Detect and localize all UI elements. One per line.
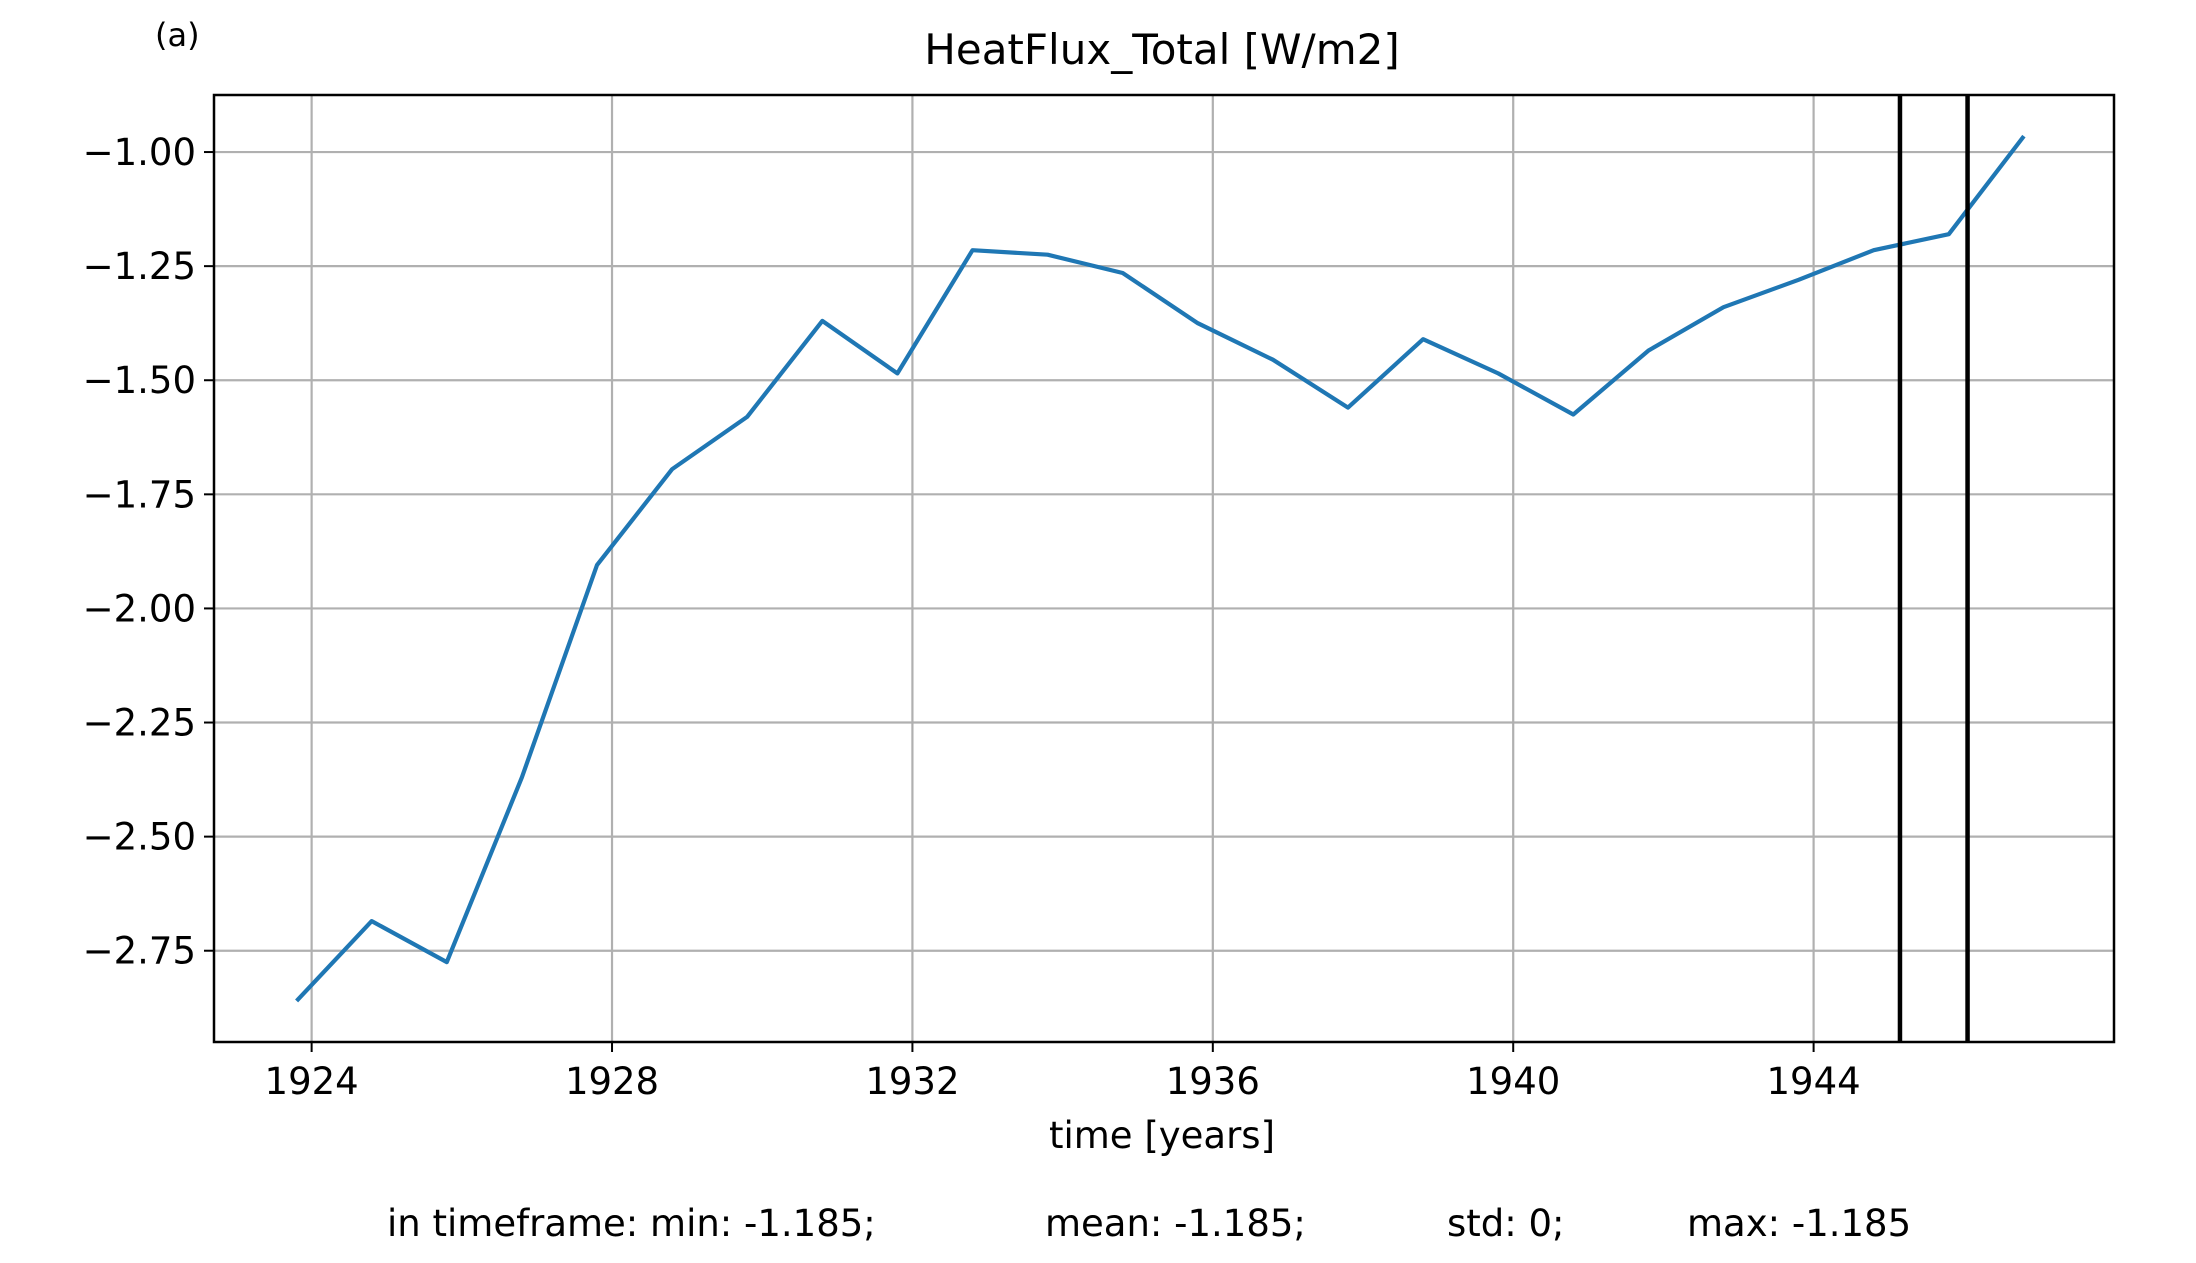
y-tick-label: −1.00 (83, 131, 196, 174)
x-tick-label: 1928 (565, 1060, 659, 1103)
y-tick-label: −2.50 (83, 816, 196, 859)
chart-title: HeatFlux_Total [W/m2] (924, 25, 1399, 74)
grid (214, 95, 2114, 1042)
y-tick-label: −2.00 (83, 587, 196, 630)
series-group (295, 134, 2026, 1003)
x-tick-label: 1940 (1466, 1060, 1560, 1103)
footer-max: max: -1.185 (1687, 1202, 1911, 1245)
footer-mean: mean: -1.185; (1045, 1202, 1306, 1245)
x-axis-ticks: 1924 1928 1932 1936 1940 1944 (265, 1042, 1861, 1103)
footer-std: std: 0; (1447, 1202, 1565, 1245)
x-axis-label: time [years] (1049, 1114, 1275, 1157)
y-tick-label: −2.75 (83, 930, 196, 973)
panel-label: (a) (155, 16, 200, 54)
y-tick-label: −1.25 (83, 245, 196, 288)
y-axis-ticks: −1.00 −1.25 −1.50 −1.75 −2.00 −2.25 −2.50 −2.75 (83, 131, 214, 973)
x-tick-label: 1944 (1767, 1060, 1861, 1103)
series-line (295, 134, 2026, 1003)
x-tick-label: 1924 (265, 1060, 359, 1103)
y-tick-label: −1.50 (83, 359, 196, 402)
x-tick-label: 1936 (1166, 1060, 1260, 1103)
x-tick-label: 1932 (865, 1060, 959, 1103)
plot-frame (212, 93, 2116, 1044)
y-tick-label: −1.75 (83, 473, 196, 516)
footer-min: in timeframe: min: -1.185; (387, 1202, 876, 1245)
y-tick-label: −2.25 (83, 702, 196, 745)
marker-lines (1897, 95, 1970, 1042)
